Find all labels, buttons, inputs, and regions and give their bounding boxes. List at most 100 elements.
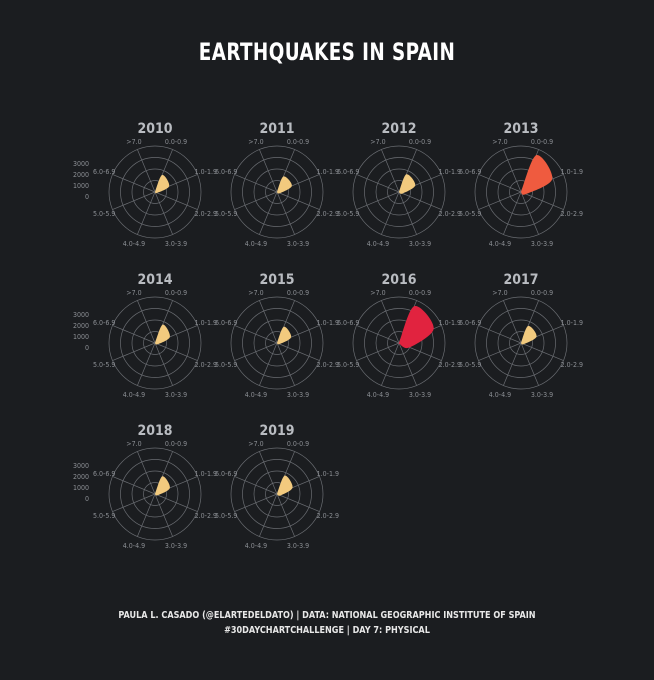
grid-spoke — [503, 149, 522, 193]
grid-ring — [474, 296, 568, 390]
grid-spoke — [137, 451, 156, 495]
category-label: 3.0-3.9 — [287, 542, 309, 550]
grid-ring — [131, 168, 179, 216]
grid-spoke — [276, 342, 295, 386]
category-label: 0.0-0.9 — [287, 289, 309, 297]
radial-tick-label: 1000 — [73, 182, 89, 190]
grid-spoke — [478, 325, 522, 344]
grid-ring — [143, 180, 167, 204]
category-label: 4.0-4.9 — [123, 542, 145, 550]
radar-charts: 20100.0-0.91.0-1.92.0-2.93.0-3.94.0-4.95… — [73, 121, 583, 550]
grid-ring — [120, 157, 190, 227]
grid-spoke — [234, 342, 278, 361]
category-label: 3.0-3.9 — [531, 391, 553, 399]
category-label: >7.0 — [126, 440, 141, 448]
category-label: 4.0-4.9 — [123, 391, 145, 399]
grid-spoke — [276, 493, 320, 512]
category-label: 0.0-0.9 — [287, 138, 309, 146]
category-label: 5.0-5.9 — [93, 512, 115, 520]
grid-spoke — [259, 191, 278, 235]
grid-ring — [230, 447, 324, 541]
grid-spoke — [381, 191, 400, 235]
grid-ring — [474, 145, 568, 239]
radial-tick-label: 0 — [85, 193, 89, 201]
category-label: 5.0-5.9 — [459, 210, 481, 218]
category-label: 1.0-1.9 — [195, 470, 217, 478]
year-label: 2019 — [259, 423, 294, 439]
grid-ring — [253, 319, 301, 367]
grid-ring — [509, 180, 533, 204]
grid-spoke — [112, 476, 156, 495]
grid-ring — [253, 168, 301, 216]
category-label: 0.0-0.9 — [165, 138, 187, 146]
year-label: 2018 — [137, 423, 172, 439]
grid-spoke — [478, 342, 522, 361]
grid-spoke — [154, 342, 198, 361]
grid-ring — [486, 157, 556, 227]
radar-area — [398, 174, 416, 194]
category-label: 6.0-6.9 — [459, 319, 481, 327]
radar-area — [520, 325, 537, 345]
grid-spoke — [112, 174, 156, 193]
category-label: 2.0-2.9 — [195, 361, 217, 369]
radial-tick-label: 2000 — [73, 322, 89, 330]
grid-spoke — [137, 342, 156, 386]
category-label: 1.0-1.9 — [195, 319, 217, 327]
category-label: 2.0-2.9 — [561, 210, 583, 218]
grid-ring — [497, 168, 545, 216]
category-label: 4.0-4.9 — [489, 391, 511, 399]
grid-spoke — [154, 493, 198, 512]
category-label: 5.0-5.9 — [337, 210, 359, 218]
grid-ring — [131, 319, 179, 367]
grid-spoke — [503, 300, 522, 344]
grid-spoke — [520, 191, 539, 235]
grid-ring — [364, 157, 434, 227]
grid-ring — [230, 145, 324, 239]
grid-ring — [352, 145, 446, 239]
grid-spoke — [520, 342, 564, 361]
category-label: 3.0-3.9 — [165, 542, 187, 550]
grid-spoke — [234, 174, 278, 193]
grid-ring — [242, 308, 312, 378]
grid-spoke — [234, 191, 278, 210]
category-label: 2.0-2.9 — [561, 361, 583, 369]
grid-ring — [131, 470, 179, 518]
category-label: 6.0-6.9 — [459, 168, 481, 176]
category-label: 2.0-2.9 — [195, 210, 217, 218]
category-label: >7.0 — [126, 289, 141, 297]
grid-ring — [108, 145, 202, 239]
year-label: 2016 — [381, 272, 416, 288]
grid-ring — [497, 319, 545, 367]
grid-spoke — [154, 191, 198, 210]
category-label: 0.0-0.9 — [531, 138, 553, 146]
radial-tick-label: 0 — [85, 495, 89, 503]
radial-tick-label: 1000 — [73, 333, 89, 341]
grid-ring — [108, 296, 202, 390]
grid-ring — [486, 308, 556, 378]
grid-ring — [265, 331, 289, 355]
grid-spoke — [259, 300, 278, 344]
category-label: 6.0-6.9 — [337, 319, 359, 327]
grid-ring — [108, 447, 202, 541]
year-label: 2015 — [259, 272, 294, 288]
radar-area — [519, 155, 553, 195]
category-label: 3.0-3.9 — [165, 391, 187, 399]
category-label: 3.0-3.9 — [165, 240, 187, 248]
grid-spoke — [112, 493, 156, 512]
grid-ring — [352, 296, 446, 390]
category-label: 6.0-6.9 — [93, 319, 115, 327]
radar-area — [276, 475, 293, 496]
category-label: 0.0-0.9 — [409, 289, 431, 297]
category-label: 6.0-6.9 — [93, 168, 115, 176]
category-label: 4.0-4.9 — [245, 391, 267, 399]
grid-spoke — [259, 342, 278, 386]
grid-spoke — [137, 300, 156, 344]
category-label: >7.0 — [370, 289, 385, 297]
